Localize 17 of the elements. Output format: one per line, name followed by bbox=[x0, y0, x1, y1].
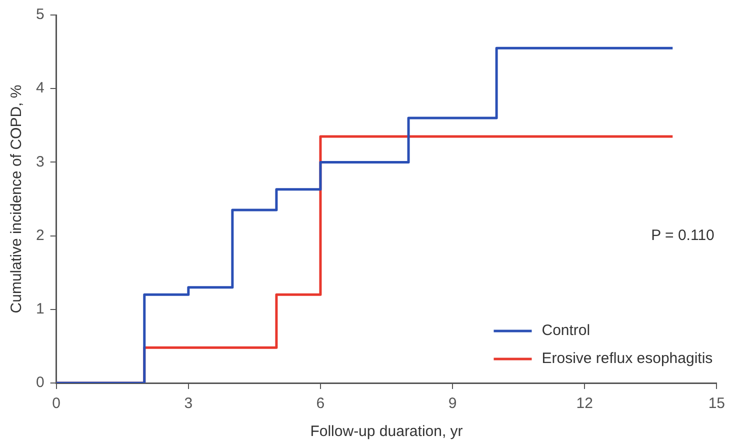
x-tick-label: 6 bbox=[316, 395, 325, 412]
legend-label: Control bbox=[542, 322, 590, 340]
annotation: P = 0.110 bbox=[651, 226, 714, 244]
y-tick-label: 1 bbox=[36, 300, 44, 318]
x-tick-label: 3 bbox=[184, 395, 193, 412]
x-axis-title: Follow-up duaration, yr bbox=[310, 423, 463, 440]
y-tick-label: 5 bbox=[36, 6, 44, 24]
x-tick-label: 0 bbox=[52, 395, 61, 412]
x-tick-label: 9 bbox=[448, 395, 457, 412]
y-tick-label: 0 bbox=[36, 374, 44, 392]
y-tick-label: 4 bbox=[36, 80, 44, 97]
y-tick-label: 2 bbox=[36, 226, 44, 244]
x-tick-label: 12 bbox=[576, 395, 593, 412]
legend-label: Erosive reflux esophagitis bbox=[542, 350, 713, 368]
x-tick-label: 15 bbox=[708, 395, 725, 412]
y-axis-title: Cumulative incidence of COPD, % bbox=[8, 84, 26, 314]
y-tick-label: 3 bbox=[36, 153, 44, 170]
